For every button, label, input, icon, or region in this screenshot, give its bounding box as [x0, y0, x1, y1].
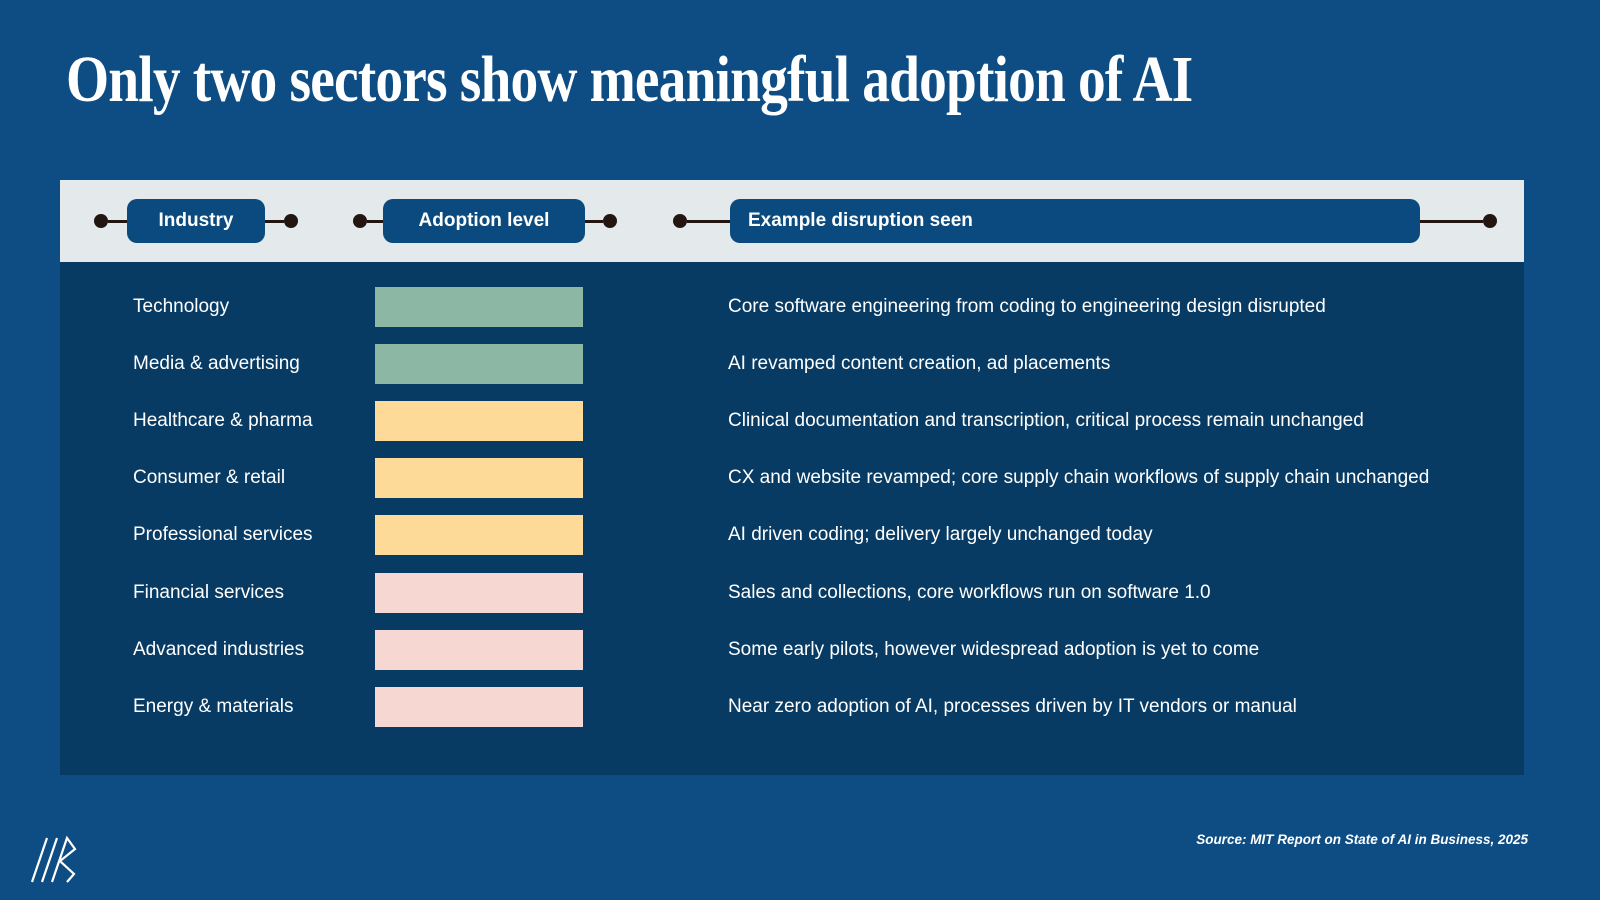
example-text: Clinical documentation and transcription… [728, 409, 1364, 431]
example-text: Sales and collections, core workflows ru… [728, 581, 1211, 603]
table-row: Media & advertising AI revamped content … [60, 335, 1524, 392]
source-attribution: Source: MIT Report on State of AI in Bus… [1196, 832, 1528, 847]
table-body: Technology Core software engineering fro… [60, 262, 1524, 775]
table-row: Professional services AI driven coding; … [60, 507, 1524, 564]
example-text: AI revamped content creation, ad placeme… [728, 352, 1111, 374]
connector-line [265, 219, 284, 223]
industry-label: Energy & materials [133, 695, 294, 717]
header-pill-example-disruption: Example disruption seen [730, 199, 1420, 243]
header-label: Adoption level [418, 210, 550, 231]
adoption-bar [375, 286, 583, 327]
industry-label: Financial services [133, 581, 284, 603]
connector-dot-icon [353, 214, 367, 228]
header-connector-industry: Industry [94, 180, 298, 262]
industry-label: Professional services [133, 524, 313, 546]
connector-dot-icon [1483, 214, 1497, 228]
example-text: Some early pilots, however widespread ad… [728, 638, 1260, 660]
table-row: Financial services Sales and collections… [60, 564, 1524, 621]
example-text: CX and website revamped; core supply cha… [728, 467, 1430, 489]
table-row: Technology Core software engineering fro… [60, 278, 1524, 335]
example-text: AI driven coding; delivery largely uncha… [728, 524, 1153, 546]
industry-label: Media & advertising [133, 352, 300, 374]
table-row: Advanced industries Some early pilots, h… [60, 621, 1524, 678]
header-pill-adoption-level: Adoption level [383, 199, 585, 243]
header-connector-example: Example disruption seen [673, 180, 1497, 262]
adoption-bar [375, 458, 583, 499]
adoption-bar [375, 629, 583, 670]
connector-line [1420, 219, 1483, 223]
brand-logo-icon [30, 835, 77, 883]
example-text: Core software engineering from coding to… [728, 295, 1326, 317]
header-pill-industry: Industry [127, 199, 265, 243]
header-label: Example disruption seen [748, 210, 973, 231]
header-connector-adoption-level: Adoption level [353, 180, 617, 262]
connector-line [367, 219, 383, 223]
connector-line [687, 219, 730, 223]
adoption-bar [375, 686, 583, 727]
adoption-bar [375, 343, 583, 384]
industry-label: Advanced industries [133, 638, 305, 660]
table-header-band: Industry Adoption level Example disrupti… [60, 180, 1524, 262]
header-label: Industry [158, 210, 234, 231]
industry-label: Technology [133, 295, 230, 317]
page-title: Only two sectors show meaningful adoptio… [66, 43, 1193, 116]
example-text: Near zero adoption of AI, processes driv… [728, 695, 1297, 717]
industry-label: Healthcare & pharma [133, 409, 313, 431]
connector-dot-icon [284, 214, 298, 228]
connector-line [108, 219, 127, 223]
adoption-bar [375, 400, 583, 441]
table-row: Consumer & retail CX and website revampe… [60, 450, 1524, 507]
connector-dot-icon [94, 214, 108, 228]
connector-line [585, 219, 603, 223]
table-row: Healthcare & pharma Clinical documentati… [60, 392, 1524, 449]
adoption-bar [375, 572, 583, 613]
industry-label: Consumer & retail [133, 467, 286, 489]
connector-dot-icon [603, 214, 617, 228]
table-row: Energy & materials Near zero adoption of… [60, 678, 1524, 735]
adoption-bar [375, 515, 583, 556]
connector-dot-icon [673, 214, 687, 228]
